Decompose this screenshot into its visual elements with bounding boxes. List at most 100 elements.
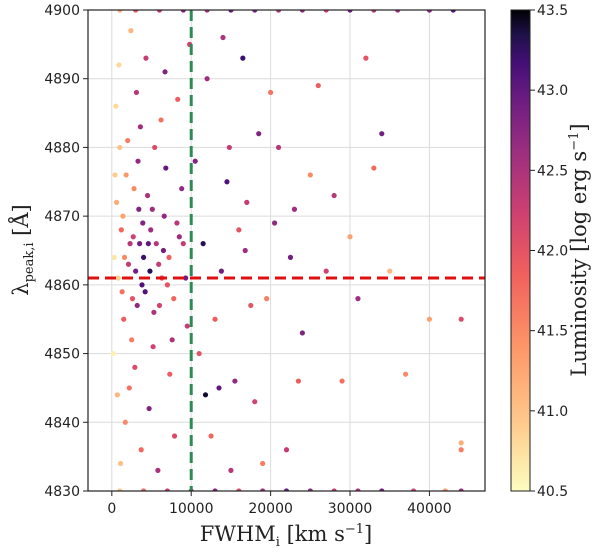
- data-point: [121, 316, 127, 322]
- data-point: [169, 337, 175, 343]
- y-tick-label: 4900: [44, 3, 80, 19]
- data-point: [136, 206, 142, 212]
- data-point: [283, 488, 290, 491]
- data-point: [307, 172, 313, 178]
- data-point: [143, 55, 149, 61]
- data-point: [218, 268, 224, 274]
- data-point: [347, 234, 353, 240]
- data-point: [149, 206, 155, 212]
- data-point: [244, 199, 250, 205]
- plot-frame: [87, 9, 486, 492]
- data-point: [196, 350, 202, 357]
- data-point: [224, 179, 230, 185]
- data-point: [450, 10, 456, 13]
- data-point: [236, 227, 242, 233]
- data-point: [113, 103, 119, 109]
- data-point: [216, 385, 222, 391]
- data-point: [117, 10, 123, 13]
- data-point: [161, 213, 167, 219]
- data-point: [117, 488, 123, 491]
- data-point: [323, 10, 329, 13]
- data-point: [299, 10, 305, 13]
- data-point: [226, 144, 232, 151]
- data-point: [355, 296, 361, 302]
- data-point: [133, 268, 139, 274]
- data-point: [111, 254, 117, 260]
- data-point: [458, 440, 464, 446]
- data-point: [114, 392, 120, 398]
- data-point: [113, 199, 120, 205]
- data-point: [315, 82, 321, 89]
- data-point: [200, 241, 206, 247]
- data-point: [403, 371, 409, 377]
- data-point: [120, 213, 126, 219]
- data-point: [137, 241, 143, 247]
- data-point: [180, 241, 186, 247]
- data-point: [153, 241, 159, 247]
- data-point: [379, 488, 385, 491]
- data-point: [275, 144, 282, 151]
- data-point: [125, 261, 132, 267]
- data-point: [118, 227, 124, 233]
- x-tick-label: 10000: [169, 501, 214, 517]
- data-point: [135, 158, 141, 164]
- data-point: [129, 337, 135, 343]
- data-point: [133, 89, 140, 96]
- colorbar-tick-label: 42.5: [537, 163, 568, 179]
- data-point: [155, 467, 161, 473]
- data-point: [174, 220, 180, 226]
- colorbar: [510, 9, 531, 492]
- colorbar-tick-label: 41.0: [537, 404, 568, 420]
- data-point: [134, 302, 140, 309]
- data-point: [458, 488, 464, 491]
- data-point: [268, 89, 274, 96]
- data-point: [426, 316, 433, 322]
- data-point: [252, 10, 258, 13]
- colorbar-ticks: 40.5 41.0 41.5 42.0 42.5 43.0 43.5: [530, 3, 568, 500]
- data-point: [119, 289, 125, 295]
- colorbar-tick-label: 41.5: [537, 324, 568, 340]
- data-point: [232, 378, 238, 384]
- data-point: [355, 488, 361, 491]
- data-point: [192, 158, 198, 164]
- data-point: [256, 131, 262, 137]
- data-point: [379, 131, 385, 137]
- data-point: [260, 488, 266, 491]
- data-point: [139, 282, 145, 288]
- data-point: [126, 385, 132, 391]
- data-point: [184, 323, 190, 329]
- data-point: [133, 10, 139, 13]
- data-point: [140, 254, 147, 260]
- data-point: [180, 10, 186, 13]
- data-point: [252, 399, 258, 405]
- data-point: [371, 10, 377, 13]
- data-point: [248, 302, 254, 309]
- data-points: [110, 10, 464, 491]
- data-point: [228, 467, 234, 473]
- data-point: [410, 488, 417, 491]
- data-point: [127, 241, 133, 247]
- reference-lines: [88, 10, 485, 491]
- data-point: [112, 172, 118, 178]
- data-point: [387, 268, 393, 274]
- data-point: [146, 405, 152, 412]
- data-point: [347, 10, 353, 13]
- data-point: [240, 55, 246, 61]
- y-axis-label: λpeak,i [Å]: [8, 204, 37, 295]
- data-point: [164, 488, 170, 491]
- data-point: [148, 227, 154, 233]
- data-point: [167, 371, 173, 377]
- data-point: [140, 220, 146, 226]
- data-point: [323, 268, 329, 274]
- data-point: [331, 192, 337, 199]
- data-point: [171, 296, 177, 302]
- data-point: [115, 275, 121, 281]
- y-tick-label: 4840: [44, 415, 80, 431]
- data-point: [166, 254, 172, 260]
- data-point: [117, 144, 123, 151]
- data-point: [123, 172, 129, 178]
- data-point: [138, 447, 144, 453]
- data-point: [163, 165, 169, 171]
- data-point: [228, 10, 234, 13]
- data-point: [295, 378, 302, 384]
